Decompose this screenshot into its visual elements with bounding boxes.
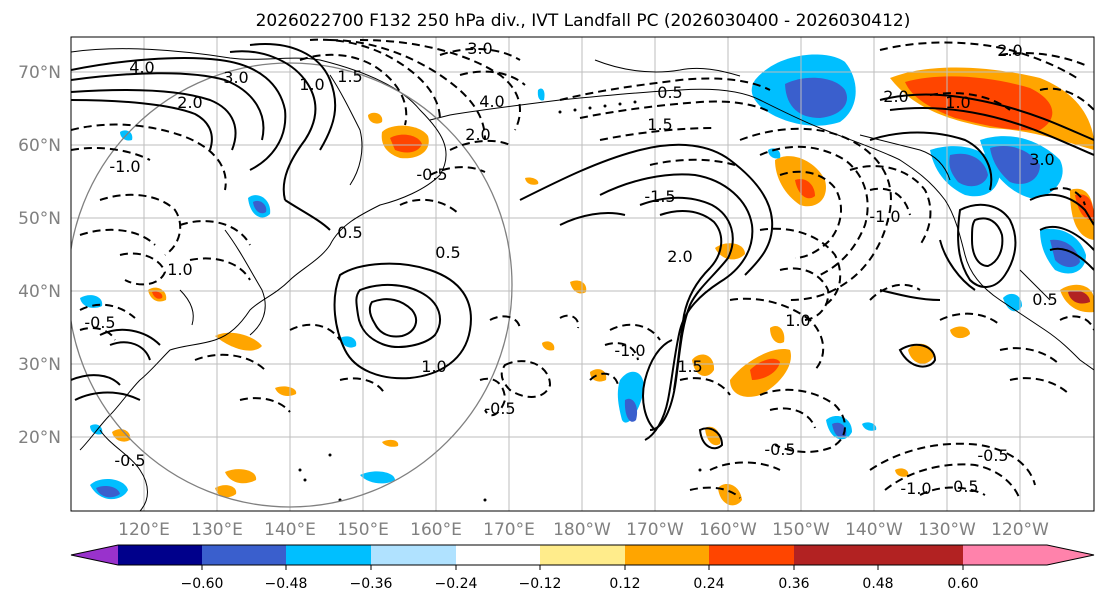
contour-label: 1.0	[421, 357, 446, 376]
contour-labels: 4.0 3.0 2.0 1.5 1.0 3.0 4.0 2.0 1.5 0.5 …	[84, 39, 1057, 498]
contour-label: 3.0	[467, 39, 492, 58]
lat-labels: 70°N 60°N 50°N 40°N 30°N 20°N	[18, 63, 61, 448]
lon-label: 150°W	[772, 520, 830, 540]
map-area: 4.0 3.0 2.0 1.5 1.0 3.0 4.0 2.0 1.5 0.5 …	[71, 37, 1094, 511]
coastlines	[71, 48, 1094, 511]
lon-label: 170°E	[483, 520, 535, 540]
dashed-contours	[71, 38, 1094, 501]
contour-label: -1.0	[614, 341, 645, 360]
colorbar-segment	[878, 545, 963, 565]
contour-label: -0.5	[977, 446, 1008, 465]
colorbar-tick-label: −0.48	[265, 576, 308, 592]
contour-label: 2.0	[883, 87, 908, 106]
colorbar-tick-label: −0.12	[519, 576, 562, 592]
ivt-shading	[80, 54, 1094, 506]
map-frame	[70, 36, 1095, 512]
contour-label: 1.0	[299, 75, 324, 94]
contour-label: 1.5	[337, 67, 362, 86]
colorbar-tick-label: 0.36	[778, 576, 809, 592]
colorbar-segment	[540, 545, 625, 565]
region-circle	[71, 62, 513, 508]
colorbar-segment	[118, 545, 202, 565]
colorbar-tick-label: 0.60	[947, 576, 978, 592]
contour-label: 2.0	[667, 247, 692, 266]
contour-label: 1.0	[167, 260, 192, 279]
contour-label: -0.5	[84, 313, 115, 332]
contour-label: -1.5	[644, 187, 675, 206]
lon-label: 180°W	[553, 520, 611, 540]
contour-label: 1.5	[677, 357, 702, 376]
lat-label: 70°N	[18, 63, 61, 83]
colorbar-ticks	[201, 565, 964, 570]
colorbar-segment	[794, 545, 878, 565]
lon-label: 120°W	[991, 520, 1049, 540]
colorbar-segment	[202, 545, 286, 565]
solid-contours	[71, 43, 1094, 450]
lat-label: 50°N	[18, 209, 61, 229]
colorbar-segment	[456, 545, 540, 565]
contour-label: 1.5	[647, 115, 672, 134]
contour-label: 2.0	[997, 41, 1022, 60]
contour-label: -1.0	[109, 157, 140, 176]
contour-label: -0.5	[114, 451, 145, 470]
contour-label: 0.5	[435, 243, 460, 262]
colorbar-tick-label: −0.60	[181, 576, 224, 592]
lat-label: 60°N	[18, 136, 61, 156]
colorbar-outline	[70, 544, 1095, 566]
contour-label: 0.5	[1032, 290, 1057, 309]
colorbar-segment	[71, 545, 118, 565]
lon-label: 170°W	[626, 520, 684, 540]
contour-label: -0.5	[764, 440, 795, 459]
contour-label: 3.0	[1029, 150, 1054, 169]
contour-label: 2.0	[177, 93, 202, 112]
lon-label: 160°W	[699, 520, 757, 540]
lon-label: 120°E	[118, 520, 170, 540]
contour-label: -1.0	[900, 479, 931, 498]
colorbar-segment	[625, 545, 709, 565]
figure-title: 2026022700 F132 250 hPa div., IVT Landfa…	[256, 11, 911, 31]
lat-label: 30°N	[18, 355, 61, 375]
contour-label: 1.0	[785, 311, 810, 330]
contour-label: 0.5	[337, 223, 362, 242]
contour-label: -0.5	[484, 399, 515, 418]
contour-label: -0.5	[416, 165, 447, 184]
graticule	[71, 37, 1094, 511]
lat-label: 20°N	[18, 428, 61, 448]
colorbar-tick-label: 0.24	[693, 576, 724, 592]
colorbar: −0.60 −0.48 −0.36 −0.24 −0.12 0.12 0.24 …	[70, 544, 1095, 592]
lon-label: 150°E	[337, 520, 389, 540]
contour-label: -1.0	[869, 207, 900, 226]
lon-label: 140°W	[845, 520, 903, 540]
lon-label: 130°E	[191, 520, 243, 540]
contour-label: 3.0	[223, 68, 248, 87]
lon-labels: 120°E 130°E 140°E 150°E 160°E 170°E 180°…	[118, 520, 1049, 540]
lat-label: 40°N	[18, 282, 61, 302]
colorbar-tick-label: −0.36	[350, 576, 393, 592]
contour-label: 1.0	[945, 93, 970, 112]
colorbar-tick-label: −0.24	[435, 576, 478, 592]
lon-label: 140°E	[264, 520, 316, 540]
contour-label: 4.0	[479, 92, 504, 111]
contour-label: 2.0	[465, 125, 490, 144]
contour-label: 4.0	[129, 58, 154, 77]
lon-label: 160°E	[410, 520, 462, 540]
colorbar-segment	[371, 545, 456, 565]
colorbar-segment	[709, 545, 794, 565]
lon-label: 130°W	[918, 520, 976, 540]
colorbar-tick-label: 0.12	[609, 576, 640, 592]
colorbar-tick-label: 0.48	[862, 576, 893, 592]
contour-label: 0.5	[657, 83, 682, 102]
contour-label: -0.5	[947, 477, 978, 496]
colorbar-segment	[286, 545, 371, 565]
